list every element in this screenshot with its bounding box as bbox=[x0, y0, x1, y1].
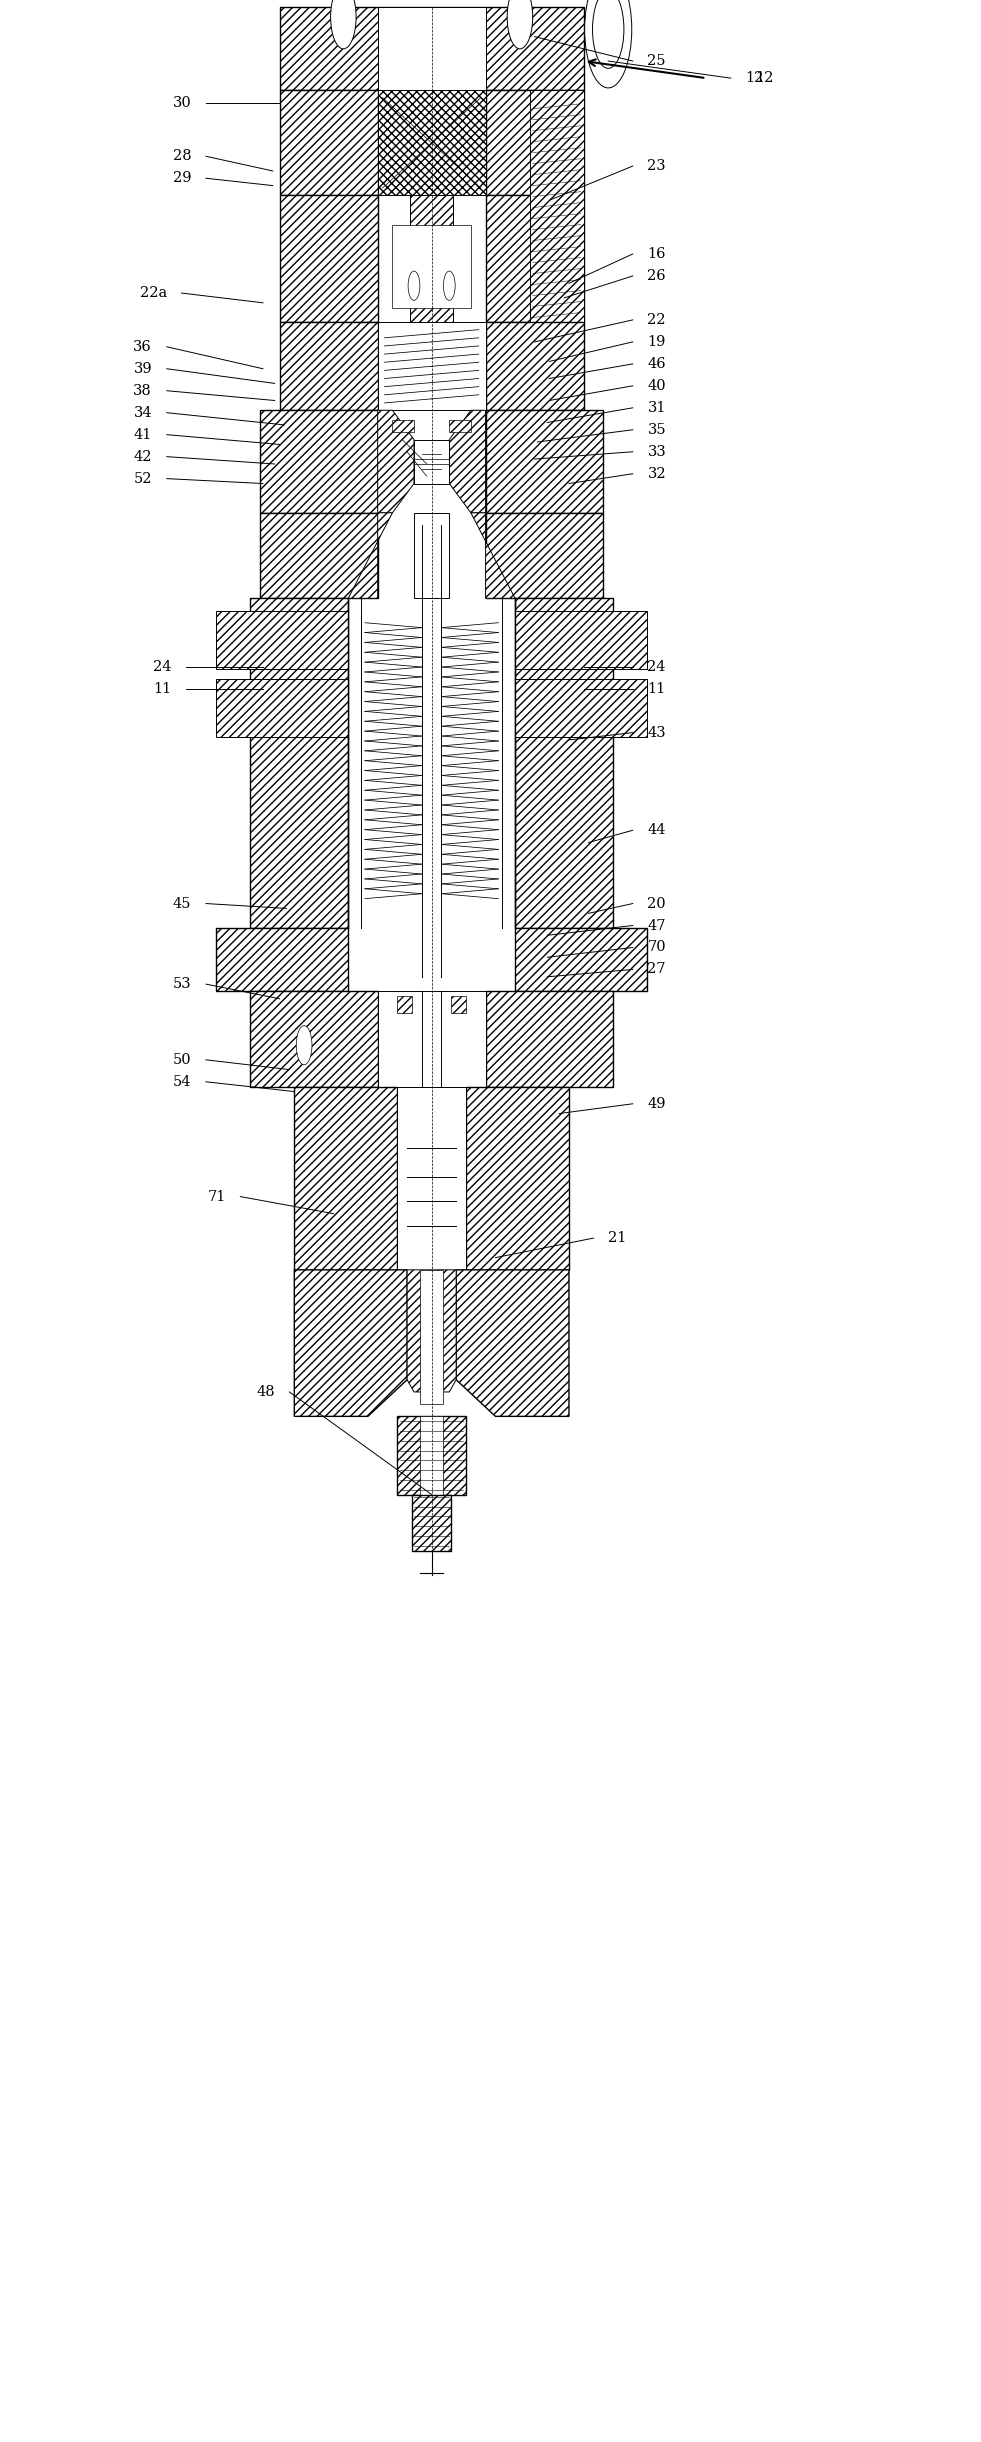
Text: 52: 52 bbox=[133, 471, 152, 486]
Text: 53: 53 bbox=[173, 977, 191, 991]
Polygon shape bbox=[280, 7, 584, 90]
Polygon shape bbox=[397, 1416, 466, 1495]
Circle shape bbox=[331, 0, 356, 49]
Polygon shape bbox=[260, 410, 378, 513]
Circle shape bbox=[443, 271, 455, 300]
Polygon shape bbox=[412, 1495, 451, 1551]
Bar bbox=[420, 1416, 443, 1495]
Polygon shape bbox=[486, 991, 613, 1087]
Polygon shape bbox=[280, 322, 378, 410]
Polygon shape bbox=[407, 1270, 456, 1392]
Circle shape bbox=[585, 0, 632, 88]
Text: 19: 19 bbox=[647, 335, 666, 349]
Text: 22: 22 bbox=[647, 313, 666, 327]
Polygon shape bbox=[280, 195, 378, 322]
Polygon shape bbox=[216, 610, 348, 669]
Bar bbox=[420, 1270, 443, 1404]
Text: 33: 33 bbox=[647, 444, 666, 459]
Polygon shape bbox=[486, 410, 603, 513]
Polygon shape bbox=[486, 90, 584, 195]
Text: 29: 29 bbox=[173, 171, 191, 186]
Polygon shape bbox=[250, 991, 378, 1087]
Polygon shape bbox=[280, 90, 378, 195]
Text: 22a: 22a bbox=[139, 286, 167, 300]
Text: 35: 35 bbox=[647, 422, 666, 437]
Polygon shape bbox=[486, 513, 603, 598]
Bar bbox=[397, 1087, 466, 1270]
Circle shape bbox=[408, 271, 420, 300]
Text: 23: 23 bbox=[647, 159, 666, 173]
Polygon shape bbox=[515, 679, 647, 737]
Polygon shape bbox=[348, 513, 392, 598]
Text: 12: 12 bbox=[746, 71, 764, 85]
Bar bbox=[392, 225, 471, 308]
Polygon shape bbox=[486, 195, 584, 322]
Text: 11: 11 bbox=[647, 681, 666, 696]
Polygon shape bbox=[260, 513, 378, 598]
Text: 30: 30 bbox=[173, 95, 191, 110]
Text: 39: 39 bbox=[133, 361, 152, 376]
Polygon shape bbox=[414, 440, 449, 484]
Circle shape bbox=[593, 0, 624, 68]
Text: 70: 70 bbox=[647, 940, 666, 955]
Text: 11: 11 bbox=[153, 681, 172, 696]
Polygon shape bbox=[456, 1270, 569, 1416]
Polygon shape bbox=[449, 420, 471, 432]
Text: 25: 25 bbox=[647, 54, 666, 68]
Polygon shape bbox=[451, 996, 466, 1013]
Bar bbox=[378, 991, 486, 1087]
Text: 36: 36 bbox=[133, 339, 152, 354]
Polygon shape bbox=[294, 1270, 407, 1416]
Polygon shape bbox=[471, 513, 515, 598]
Polygon shape bbox=[466, 1087, 569, 1270]
Text: 46: 46 bbox=[647, 357, 666, 371]
Text: 44: 44 bbox=[647, 823, 666, 838]
Text: 27: 27 bbox=[647, 962, 666, 977]
Text: 20: 20 bbox=[647, 896, 666, 911]
Polygon shape bbox=[378, 410, 414, 513]
Polygon shape bbox=[515, 610, 647, 669]
Polygon shape bbox=[216, 928, 348, 991]
Text: 54: 54 bbox=[173, 1074, 191, 1089]
Bar bbox=[414, 513, 449, 598]
Text: 40: 40 bbox=[647, 379, 666, 393]
Bar bbox=[378, 7, 486, 90]
Polygon shape bbox=[250, 598, 348, 928]
Text: 12: 12 bbox=[755, 71, 774, 85]
Text: 38: 38 bbox=[133, 383, 152, 398]
Text: 24: 24 bbox=[153, 659, 172, 674]
Polygon shape bbox=[515, 598, 613, 928]
Text: 50: 50 bbox=[173, 1053, 191, 1067]
Text: 16: 16 bbox=[647, 247, 666, 261]
Polygon shape bbox=[397, 996, 412, 1013]
Text: 49: 49 bbox=[647, 1096, 666, 1111]
Polygon shape bbox=[410, 195, 453, 322]
Circle shape bbox=[296, 1026, 312, 1065]
Polygon shape bbox=[449, 410, 486, 513]
Text: 48: 48 bbox=[256, 1385, 275, 1399]
Text: 41: 41 bbox=[133, 427, 152, 442]
Text: 26: 26 bbox=[647, 269, 666, 283]
Text: 32: 32 bbox=[647, 466, 666, 481]
Text: 28: 28 bbox=[173, 149, 191, 164]
Text: 43: 43 bbox=[647, 725, 666, 740]
Circle shape bbox=[507, 0, 533, 49]
Polygon shape bbox=[515, 928, 647, 991]
Text: 71: 71 bbox=[207, 1189, 226, 1204]
Polygon shape bbox=[378, 90, 486, 195]
Text: 21: 21 bbox=[608, 1231, 627, 1245]
Text: 24: 24 bbox=[647, 659, 666, 674]
Text: 45: 45 bbox=[173, 896, 191, 911]
Text: 31: 31 bbox=[647, 400, 666, 415]
Polygon shape bbox=[530, 90, 584, 322]
Polygon shape bbox=[486, 322, 584, 410]
Bar bbox=[378, 322, 486, 410]
Polygon shape bbox=[216, 679, 348, 737]
Polygon shape bbox=[294, 1087, 397, 1270]
Text: 47: 47 bbox=[647, 918, 666, 933]
Text: 34: 34 bbox=[133, 405, 152, 420]
Text: 42: 42 bbox=[133, 449, 152, 464]
Polygon shape bbox=[392, 420, 414, 432]
